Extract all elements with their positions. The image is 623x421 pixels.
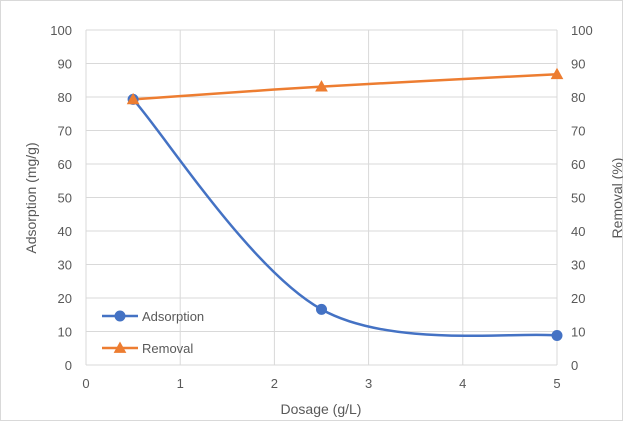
y-tick-label: 60: [58, 157, 72, 172]
x-tick-label: 2: [271, 376, 278, 391]
x-tick-label: 5: [553, 376, 560, 391]
legend-item-adsorption: Adsorption: [102, 309, 204, 324]
adsorption-marker: [551, 330, 563, 342]
y2-tick-label: 10: [571, 325, 585, 340]
y2-axis-title: Removal (%): [609, 158, 623, 239]
tick-labels: 0102030405060708090100010203040506070809…: [50, 23, 592, 391]
legend: Adsorption Removal: [102, 309, 204, 356]
y-tick-label: 90: [58, 57, 72, 72]
y2-tick-label: 30: [571, 258, 585, 273]
removal-marker: [315, 80, 328, 92]
adsorption-marker: [316, 303, 327, 315]
y2-tick-label: 90: [571, 57, 585, 72]
y-tick-label: 20: [58, 291, 72, 306]
y2-tick-label: 0: [571, 358, 578, 373]
legend-marker-removal: [113, 341, 127, 353]
y-tick-label: 50: [58, 191, 72, 206]
legend-label-adsorption: Adsorption: [142, 309, 204, 324]
x-tick-label: 4: [459, 376, 466, 391]
y2-tick-label: 20: [571, 291, 585, 306]
y-tick-label: 100: [50, 23, 72, 38]
y-tick-label: 0: [65, 358, 72, 373]
x-tick-label: 3: [365, 376, 372, 391]
x-axis-title: Dosage (g/L): [281, 401, 362, 417]
legend-marker-adsorption: [114, 310, 126, 322]
y2-tick-label: 40: [571, 224, 585, 239]
legend-label-removal: Removal: [142, 341, 193, 356]
y2-tick-label: 100: [571, 23, 593, 38]
y-tick-label: 30: [58, 258, 72, 273]
y-tick-label: 80: [58, 90, 72, 105]
y-tick-label: 10: [58, 325, 72, 340]
y-axis-title: Adsorption (mg/g): [23, 142, 39, 253]
removal-marker: [126, 92, 140, 105]
y2-tick-label: 60: [571, 157, 585, 172]
x-tick-label: 1: [177, 376, 184, 391]
y2-tick-label: 80: [571, 90, 585, 105]
y2-tick-label: 70: [571, 124, 585, 139]
removal-marker: [550, 67, 564, 80]
x-tick-label: 0: [82, 376, 89, 391]
y-tick-label: 40: [58, 224, 72, 239]
y-tick-label: 70: [58, 124, 72, 139]
legend-item-removal: Removal: [102, 341, 193, 356]
series-markers: [126, 67, 564, 342]
y2-tick-label: 50: [571, 191, 585, 206]
